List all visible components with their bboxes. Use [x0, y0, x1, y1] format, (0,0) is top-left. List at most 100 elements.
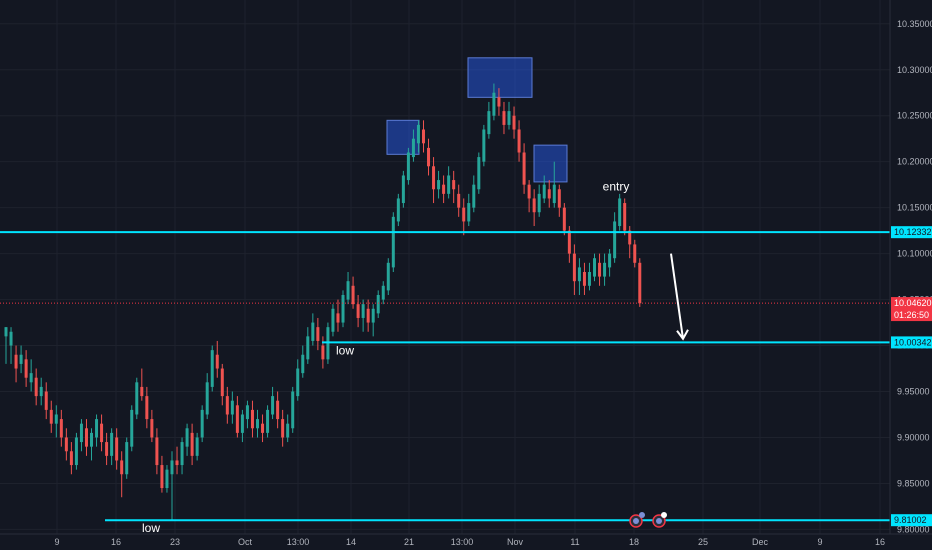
candle-body [205, 382, 209, 415]
candle-body [225, 396, 229, 415]
highlight-box [533, 144, 568, 183]
last-price-tag [891, 297, 932, 322]
candle-body [311, 322, 315, 341]
down-arrow[interactable] [670, 253, 689, 341]
time-tick-label: 25 [698, 537, 708, 547]
price-tick-label: 9.80000 [897, 524, 930, 534]
candle-body [577, 267, 581, 282]
event-markers[interactable] [629, 512, 667, 528]
candle-body [447, 175, 451, 194]
horizontal-levels[interactable] [0, 231, 890, 522]
annotations: entry low low [142, 180, 629, 535]
candle-body [276, 400, 280, 420]
candle-body [306, 336, 310, 360]
candle-body [215, 354, 219, 369]
candle-body [598, 262, 602, 277]
candle-body [195, 437, 199, 456]
candle-body [552, 184, 556, 204]
candle-body [296, 368, 300, 397]
candle-body [271, 396, 275, 415]
candle-body [366, 308, 370, 323]
candle-body [608, 253, 612, 268]
level-price-tag-text: 10.12332 [894, 227, 932, 237]
time-tick-label: Oct [238, 537, 253, 547]
arrow-shaft [670, 253, 684, 339]
candle-body [74, 437, 78, 466]
price-axis[interactable] [890, 0, 932, 550]
time-axis[interactable] [0, 534, 932, 550]
candle-body [110, 432, 114, 456]
candle-body [120, 460, 124, 475]
candle-body [261, 423, 265, 433]
candle-body [623, 203, 627, 231]
candle-body [34, 377, 38, 397]
candle-body [487, 111, 491, 135]
candles [4, 83, 642, 521]
candle-body [497, 97, 501, 107]
candle-body [572, 253, 576, 282]
candle-body [331, 308, 335, 332]
candle-body [180, 442, 184, 466]
time-tick-label: 11 [570, 537, 579, 547]
price-tick-label: 10.35000 [897, 19, 932, 29]
candle-body [482, 129, 486, 162]
candle-body [39, 386, 43, 397]
time-tick-label: 16 [111, 537, 121, 547]
candle-body [346, 281, 350, 300]
price-tick-label: 9.95000 [897, 387, 930, 397]
event-marker-dot [633, 518, 639, 524]
candle-body [527, 184, 531, 199]
candle-body [105, 442, 109, 456]
candle-body [477, 157, 481, 190]
last-price-countdown: 01:26:50 [894, 310, 929, 320]
low-label: low [142, 521, 160, 535]
candle-body [411, 138, 415, 158]
time-tick-label: 21 [404, 537, 414, 547]
candle-body [29, 373, 33, 383]
candle-body [341, 294, 345, 323]
candle-body [582, 272, 586, 286]
candle-body [618, 198, 622, 227]
candle-body [547, 189, 551, 199]
time-tick-label: 18 [629, 537, 639, 547]
candle-body [502, 111, 506, 125]
candle-body [19, 354, 23, 364]
candle-body [281, 419, 285, 438]
candle-body [95, 419, 99, 438]
candle-body [557, 189, 561, 208]
candle-body [256, 419, 259, 429]
candle-body [130, 409, 134, 447]
low-label: low [336, 343, 354, 357]
level-price-tag [891, 336, 932, 349]
candle-body [542, 184, 546, 199]
candle-body [401, 175, 405, 204]
candle-body [396, 198, 400, 222]
time-tick-labels: 9 16 23 Oct 13:00 14 21 13:00 Nov 11 18 25 Dec 9 16 [54, 537, 885, 547]
candle-body [537, 193, 541, 213]
time-tick-label: Dec [752, 537, 769, 547]
price-tags: 10.12332 10.00342 9.81002 10.04620 01:26:50 [891, 226, 932, 527]
event-marker-dot [656, 518, 662, 524]
candle-body [210, 350, 214, 387]
candle-body [406, 152, 410, 181]
candle-body [245, 405, 249, 420]
price-tick-label: 9.85000 [897, 478, 930, 488]
candle-body [14, 354, 18, 369]
price-tick-label: 9.90000 [897, 432, 930, 442]
candle-body [321, 345, 325, 360]
candle-body [633, 244, 637, 263]
level-price-tag [891, 514, 932, 527]
candle-body [155, 437, 159, 466]
candle-body [84, 428, 88, 447]
level-price-tag-text: 10.00342 [894, 337, 932, 347]
candle-body [517, 129, 521, 153]
last-price-value: 10.04620 [894, 298, 932, 308]
candle-body [266, 409, 270, 433]
candle-body [291, 391, 295, 429]
candle-body [140, 386, 144, 397]
candle-body [336, 313, 340, 323]
candle-body [316, 327, 320, 341]
price-tick-label: 10.10000 [897, 249, 932, 259]
candle-body [64, 437, 68, 452]
